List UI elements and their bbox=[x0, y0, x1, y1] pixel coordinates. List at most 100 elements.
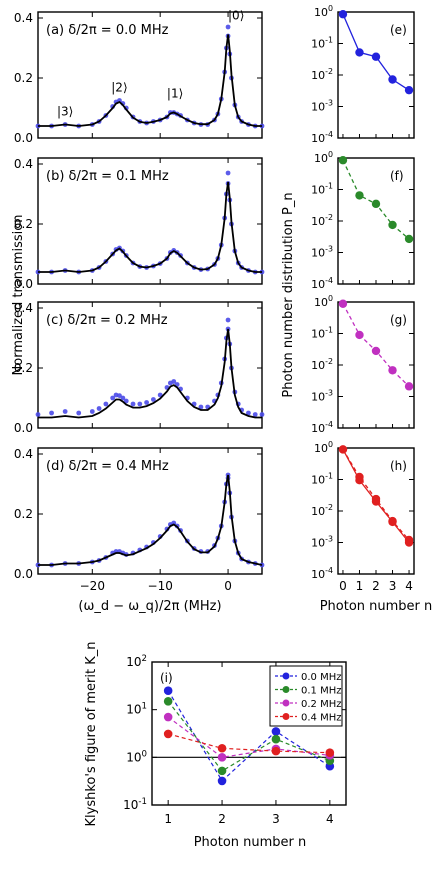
y-tick-label: 10-4 bbox=[311, 130, 333, 145]
data-point bbox=[117, 393, 122, 398]
y-axis-label: Normalized transmission bbox=[11, 215, 26, 376]
distribution-point bbox=[355, 330, 364, 340]
x-tick-label: 4 bbox=[326, 812, 334, 826]
fit-curve bbox=[38, 34, 262, 127]
panel-frame-1 bbox=[37, 157, 263, 285]
x-axis-label: Photon number n bbox=[194, 835, 307, 850]
y-tick-label: 10-3 bbox=[311, 535, 333, 550]
merit-line bbox=[167, 700, 331, 772]
y-tick-label: 0.4 bbox=[14, 11, 33, 25]
panel-frame-0 bbox=[37, 11, 263, 139]
x-axis-label: (ω_d − ω_q)/2π (MHz) bbox=[78, 599, 221, 614]
y-tick-label: 10-4 bbox=[311, 276, 333, 291]
x-tick-label: 2 bbox=[372, 579, 380, 593]
data-point bbox=[252, 412, 258, 417]
distribution-point bbox=[404, 382, 414, 391]
panel-annotation: (e) bbox=[390, 23, 407, 37]
y-tick-label: 0.2 bbox=[14, 217, 33, 231]
distribution-point bbox=[371, 199, 381, 209]
x-tick-label: 3 bbox=[389, 579, 397, 593]
fit-curve bbox=[38, 181, 262, 273]
y-tick-label: 10-3 bbox=[311, 389, 333, 404]
y-tick-label: 10-1 bbox=[311, 182, 333, 197]
data-point bbox=[120, 395, 126, 401]
y-tick-label: 0.4 bbox=[14, 301, 33, 315]
merit-point bbox=[217, 753, 227, 762]
y-tick-label: 100 bbox=[314, 150, 333, 165]
y-tick-label: 0.4 bbox=[14, 157, 33, 171]
y-tick-label: 10-3 bbox=[311, 99, 333, 114]
merit-point bbox=[217, 766, 227, 776]
x-tick-label: 2 bbox=[218, 812, 226, 826]
merit-point bbox=[163, 696, 173, 706]
distribution-point bbox=[355, 191, 364, 200]
panel-annotation: (b) δ/2π = 0.1 MHz bbox=[46, 169, 169, 184]
distribution-point bbox=[388, 75, 397, 84]
legend-label: 0.4 MHz bbox=[301, 713, 341, 724]
distribution-point bbox=[371, 346, 381, 356]
y-tick-label: 0.0 bbox=[14, 277, 33, 291]
data-point bbox=[137, 401, 143, 407]
distribution-point bbox=[338, 299, 348, 308]
data-point bbox=[246, 410, 251, 416]
distribution-point bbox=[371, 52, 381, 61]
data-point bbox=[198, 404, 204, 410]
panel-annotation: (c) δ/2π = 0.2 MHz bbox=[46, 313, 168, 328]
y-tick-label: 100 bbox=[314, 440, 333, 455]
panel-annotation: (h) bbox=[390, 459, 407, 473]
legend-marker bbox=[282, 699, 290, 707]
peak-label: |3⟩ bbox=[57, 105, 73, 119]
y-tick-label: 0.2 bbox=[14, 71, 33, 85]
legend-label: 0.2 MHz bbox=[301, 699, 341, 710]
distribution-point bbox=[388, 220, 397, 230]
fit-curve bbox=[38, 474, 263, 566]
distribution-point bbox=[355, 48, 364, 57]
x-tick-label: 1 bbox=[356, 579, 364, 593]
y-tick-label: 10-1 bbox=[311, 36, 333, 51]
distribution-point bbox=[388, 517, 397, 527]
data-point bbox=[49, 410, 54, 416]
y-tick-label: 10-2 bbox=[311, 357, 333, 372]
peak-label: |0⟩ bbox=[228, 9, 244, 23]
data-point bbox=[110, 395, 116, 401]
merit-line bbox=[168, 733, 330, 754]
panel-annotation: (f) bbox=[390, 169, 404, 183]
x-tick-label: −20 bbox=[80, 579, 105, 593]
panel-annotation: (i) bbox=[160, 671, 173, 685]
y-tick-label: 0.2 bbox=[14, 361, 33, 375]
y-tick-label: 10-3 bbox=[311, 245, 333, 260]
data-point bbox=[225, 24, 231, 30]
distribution-point bbox=[371, 497, 381, 506]
merit-point bbox=[271, 734, 281, 744]
y-tick-label: 100 bbox=[126, 749, 147, 764]
merit-point bbox=[217, 743, 227, 753]
panel-annotation: (g) bbox=[390, 313, 407, 327]
fit-curve bbox=[38, 328, 262, 419]
peak-label: |1⟩ bbox=[167, 87, 183, 101]
distribution-point bbox=[355, 476, 364, 485]
legend-label: 0.0 MHz bbox=[301, 672, 341, 683]
y-tick-label: 100 bbox=[314, 294, 333, 309]
legend-label: 0.1 MHz bbox=[301, 686, 341, 697]
panel-frame-i bbox=[151, 661, 347, 806]
merit-point bbox=[163, 729, 173, 739]
data-point bbox=[171, 379, 177, 384]
x-tick-label: 0 bbox=[224, 579, 232, 593]
panel-annotation: (d) δ/2π = 0.4 MHz bbox=[46, 459, 169, 474]
data-point bbox=[144, 400, 150, 405]
distribution-point bbox=[404, 538, 414, 547]
merit-point bbox=[163, 686, 173, 695]
x-tick-label: 3 bbox=[272, 812, 280, 826]
y-tick-label: 102 bbox=[126, 654, 147, 669]
data-point bbox=[150, 397, 156, 402]
distribution-point bbox=[404, 85, 414, 95]
panel-annotation: (a) δ/2π = 0.0 MHz bbox=[46, 23, 169, 38]
data-point bbox=[225, 170, 231, 176]
y-tick-label: 10-1 bbox=[311, 472, 333, 487]
distribution-point bbox=[338, 156, 348, 165]
merit-point bbox=[163, 712, 173, 722]
x-tick-label: 0 bbox=[339, 579, 347, 593]
y-tick-label: 10-2 bbox=[311, 503, 333, 518]
distribution-point bbox=[338, 10, 348, 19]
